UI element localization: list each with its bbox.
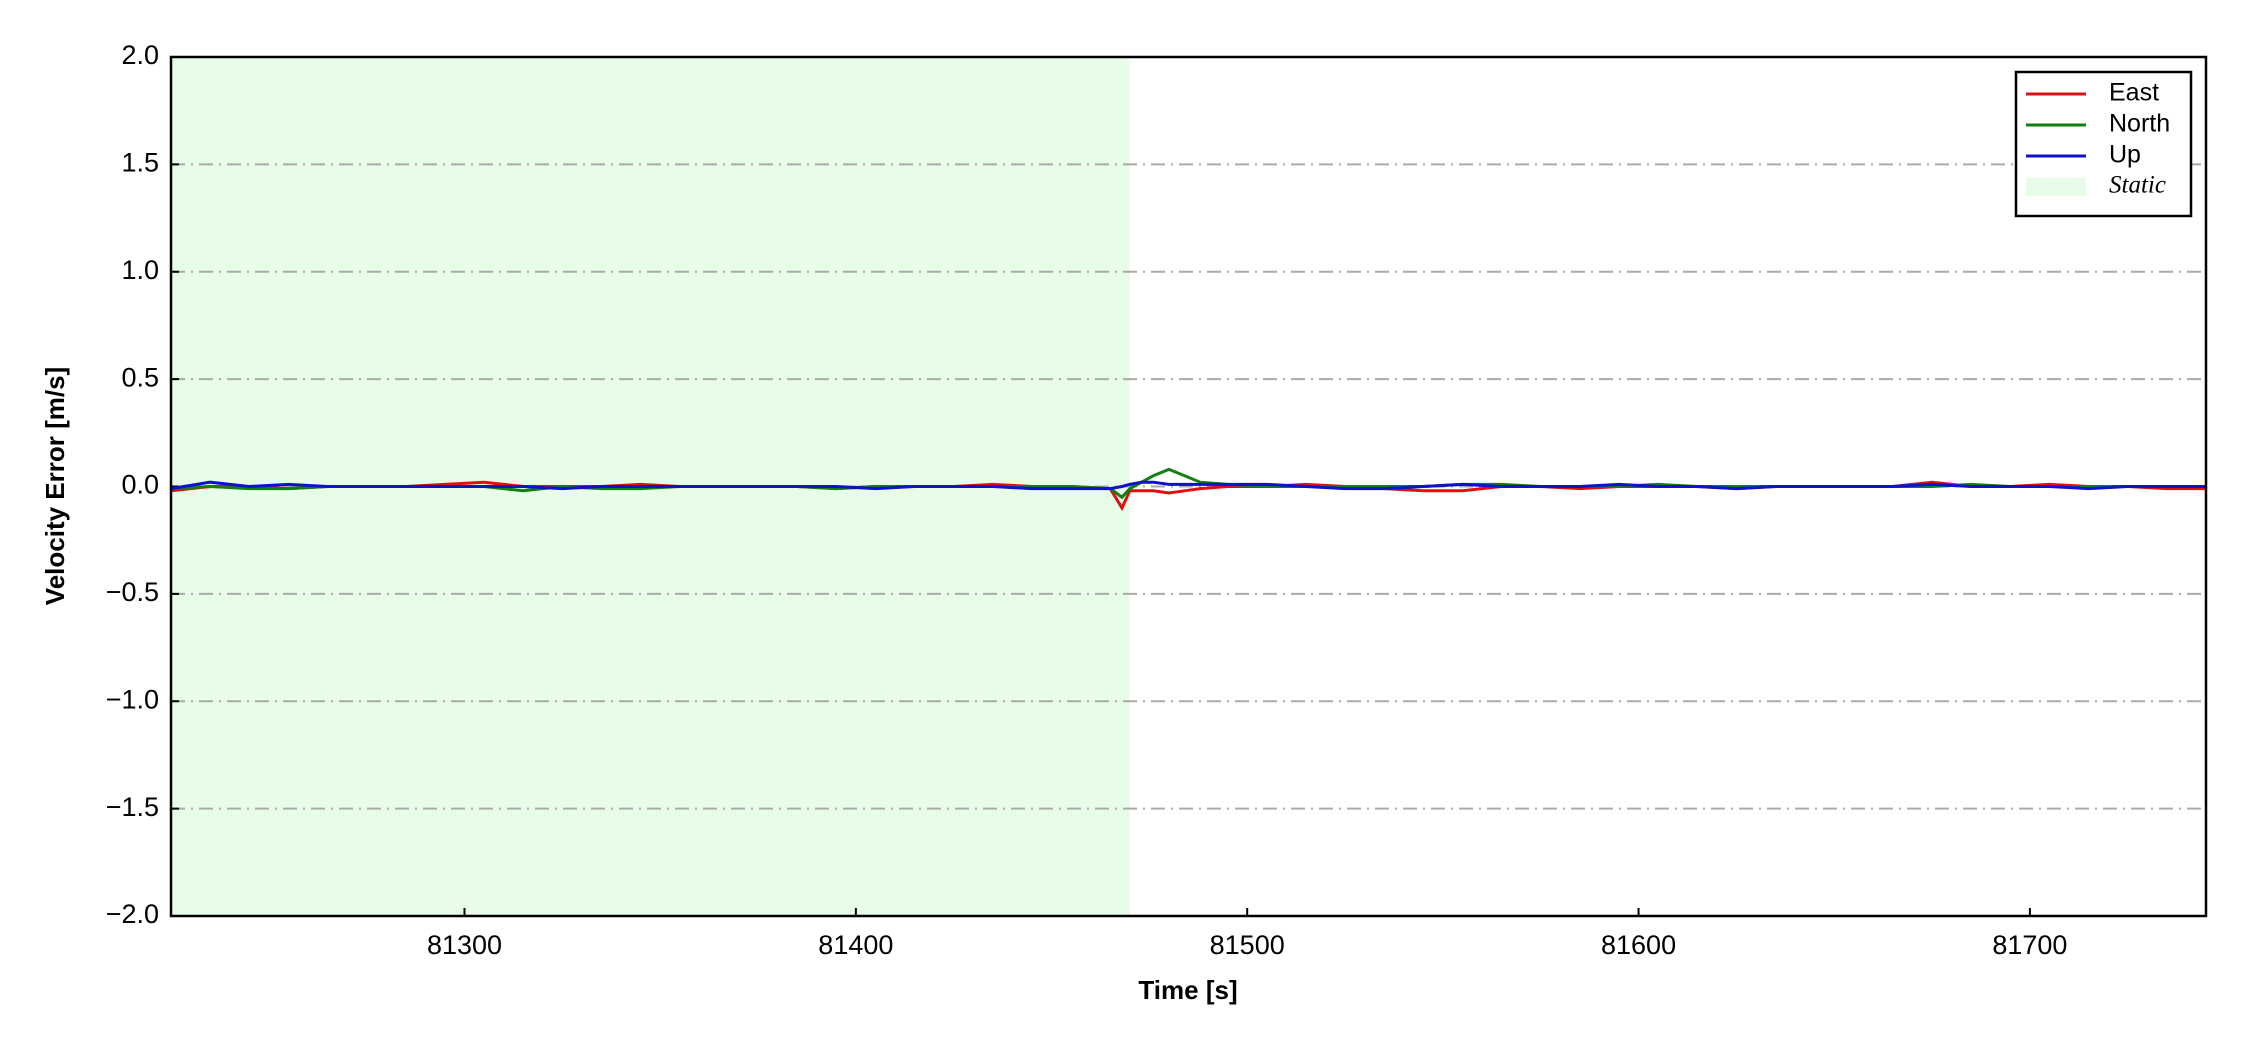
x-tick-label: 81700 — [1992, 930, 2067, 960]
x-tick-label: 81600 — [1601, 930, 1676, 960]
y-tick-label: 0.0 — [121, 470, 159, 500]
series-line — [170, 480, 2206, 491]
legend-swatch — [2026, 178, 2086, 196]
y-tick-label: −0.5 — [106, 577, 159, 607]
y-tick-label: −2.0 — [106, 899, 159, 929]
y-tick-label: 2.0 — [121, 40, 159, 70]
y-tick-label: 1.0 — [121, 255, 159, 285]
x-tick-label: 81400 — [818, 930, 893, 960]
legend-label: North — [2109, 110, 2170, 138]
y-tick-label: −1.0 — [106, 684, 159, 714]
legend-label: Static — [2109, 172, 2166, 199]
x-axis-label: Time [s] — [1138, 975, 1237, 1005]
legend-label: East — [2109, 79, 2159, 107]
y-axis-label: Velocity Error [m/s] — [40, 367, 70, 605]
y-tick-label: 0.5 — [121, 362, 159, 392]
x-tick-label: 81300 — [427, 930, 502, 960]
y-tick-label: 1.5 — [121, 148, 159, 178]
x-tick-label: 81500 — [1210, 930, 1285, 960]
legend-label: Up — [2109, 141, 2141, 169]
plot-frame — [169, 55, 2208, 918]
y-tick-label: −1.5 — [106, 792, 159, 822]
